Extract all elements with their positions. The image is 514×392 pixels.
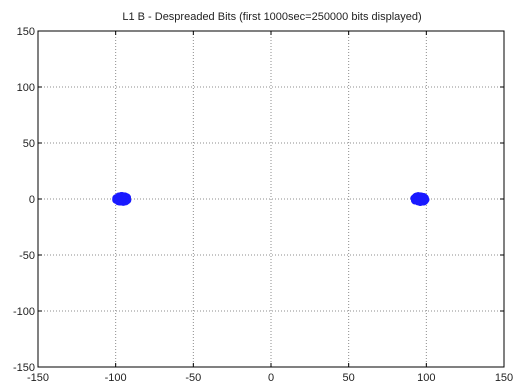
scatter-point [418, 193, 427, 202]
x-tick-label: 100 [417, 372, 435, 384]
y-tick-label: -100 [13, 306, 35, 318]
y-tick-label: 100 [17, 82, 35, 94]
y-tick-label: 0 [29, 194, 35, 206]
scatter-point [119, 198, 128, 206]
y-tick-label: 150 [17, 26, 35, 38]
y-tick-label: 50 [23, 138, 35, 150]
x-tick-label: 150 [495, 372, 513, 384]
scatter-point [419, 197, 427, 206]
y-tick-label: -150 [13, 362, 35, 374]
x-tick-label: -150 [27, 372, 49, 384]
grid-lines [38, 31, 504, 367]
scatter-point [410, 196, 419, 205]
data-points [112, 191, 430, 206]
x-tick-label: -50 [185, 372, 201, 384]
x-tick-label: 50 [343, 372, 355, 384]
y-tick-label: -50 [19, 250, 35, 262]
chart-title: L1 B - Despreaded Bits (first 1000sec=25… [122, 11, 421, 23]
axis-ticks: -150 -100 -50 0 50 100 150 -150 -100 -50 0 50 100 150 [13, 26, 513, 384]
x-tick-label: -100 [105, 372, 127, 384]
scatter-point [114, 197, 122, 206]
x-tick-label: 0 [268, 372, 274, 384]
